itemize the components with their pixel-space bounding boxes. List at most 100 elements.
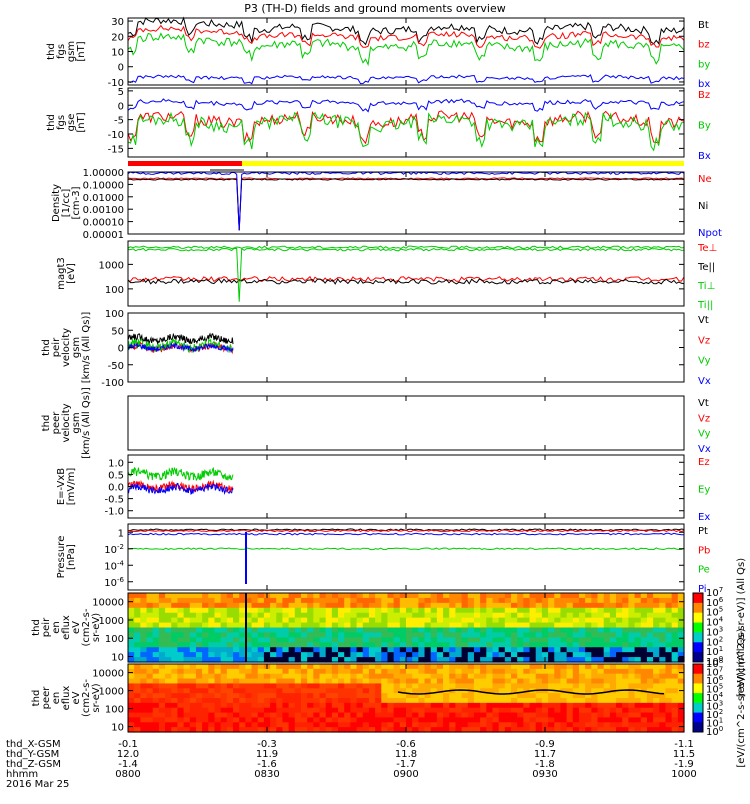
spectrogram-cell	[226, 712, 234, 719]
spectrogram-cell	[480, 693, 487, 699]
spectrogram-cell	[152, 678, 160, 685]
spectrogram-cell	[449, 637, 457, 643]
spectrogram-cell	[171, 593, 179, 599]
spectrogram-cell	[511, 612, 518, 619]
spectrogram-cell	[473, 727, 481, 733]
spectrogram-cell	[659, 597, 667, 604]
colorbar-segment	[693, 693, 703, 704]
spectrogram-cell	[195, 722, 203, 728]
spectrogram-cell	[671, 597, 679, 604]
spectrogram-cell	[659, 717, 667, 723]
y-axis-label: [km/s (All Qs)]	[81, 312, 92, 384]
spectrogram-cell	[245, 632, 253, 638]
legend-by: By	[698, 121, 711, 132]
spectrogram-cell	[251, 722, 259, 728]
spectrogram-cell	[239, 607, 246, 614]
spectrogram-cell	[554, 647, 562, 653]
y-axis-label: (cm2-s-	[81, 679, 92, 717]
spectrogram-cell	[653, 657, 660, 663]
spectrogram-cell	[517, 632, 524, 638]
spectrogram-cell	[560, 683, 568, 689]
spectrogram-cell	[541, 642, 549, 648]
spectrogram-cell	[220, 698, 228, 704]
spectrogram-cell	[511, 727, 518, 733]
spectrogram-cell	[597, 678, 605, 685]
spectrogram-cell	[338, 688, 345, 694]
spectrogram-cell	[424, 693, 432, 699]
spectrogram-cell	[356, 707, 364, 714]
spectrogram-cell	[424, 647, 432, 653]
spectrogram-cell	[473, 612, 481, 619]
spectrogram-cell	[356, 622, 364, 629]
spectrogram-cell	[183, 712, 191, 719]
spectrogram-cell	[504, 642, 512, 648]
spectrogram-cell	[418, 652, 426, 658]
spectrogram-cell	[239, 693, 246, 699]
spectrogram-cell	[214, 664, 222, 670]
spectrogram-cell	[634, 597, 642, 604]
spectrogram-cell	[628, 642, 636, 648]
spectrogram-cell	[578, 637, 586, 643]
spectrogram-cell	[245, 707, 253, 714]
spectrogram-cell	[412, 602, 419, 609]
spectrogram-cell	[529, 632, 537, 638]
spectrogram-cell	[152, 702, 160, 709]
spectrogram-cell	[263, 617, 271, 624]
spectrogram-cell	[171, 707, 179, 714]
spectrogram-cell	[585, 632, 592, 638]
spectrogram-cell	[443, 712, 450, 719]
spectrogram-cell	[233, 617, 240, 624]
spectrogram-cell	[616, 632, 623, 638]
spectrogram-cell	[356, 698, 364, 704]
spectrogram-cell	[436, 632, 444, 638]
spectrogram-cell	[399, 683, 407, 689]
spectrogram-cell	[362, 722, 370, 728]
spectrogram-cell	[628, 702, 636, 709]
spectrogram-cell	[195, 637, 203, 643]
spectrogram-cell	[276, 602, 284, 609]
spectrogram-cell	[480, 668, 487, 675]
spectrogram-cell	[177, 712, 185, 719]
spectrogram-cell	[375, 637, 382, 643]
spectrogram-cell	[263, 632, 271, 638]
spectrogram-cell	[282, 702, 290, 709]
spectrogram-cell	[146, 622, 154, 629]
spectrogram-cell	[257, 698, 265, 704]
spectrogram-cell	[634, 602, 642, 609]
spectrogram-cell	[603, 632, 611, 638]
spectrogram-cell	[622, 727, 629, 733]
spectrogram-cell	[158, 607, 166, 614]
spectrogram-cell	[504, 707, 512, 714]
spectrogram-cell	[560, 673, 568, 680]
spectrogram-cell	[578, 632, 586, 638]
spectrogram-cell	[529, 597, 537, 604]
spectrogram-cell	[245, 627, 253, 634]
spectrogram-cell	[270, 702, 277, 709]
spectrogram-cell	[202, 678, 209, 685]
spectrogram-cell	[146, 607, 154, 614]
spectrogram-cell	[152, 652, 160, 658]
spectrogram-cell	[529, 612, 537, 619]
spectrogram-cell	[677, 607, 685, 614]
spectrogram-cell	[195, 593, 203, 599]
spectrogram-cell	[461, 607, 469, 614]
spectrogram-cell	[566, 657, 574, 663]
spectrogram-cell	[393, 607, 401, 614]
spectrogram-cell	[331, 698, 339, 704]
spectrogram-cell	[480, 717, 487, 723]
spectrogram-cell	[220, 637, 228, 643]
spectrogram-cell	[325, 698, 333, 704]
spectrogram-cell	[245, 712, 253, 719]
spectrogram-cell	[498, 657, 506, 663]
y-tick-label: 10000	[92, 669, 124, 680]
spectrogram-cell	[387, 698, 395, 704]
spectrogram-cell	[128, 668, 135, 675]
spectrogram-cell	[313, 637, 321, 643]
spectrogram-cell	[449, 673, 457, 680]
spectrogram-cell	[128, 642, 135, 648]
spectrogram-cell	[288, 602, 296, 609]
spectrogram-cell	[511, 657, 518, 663]
series-line-by	[127, 32, 685, 67]
spectrogram-cell	[128, 678, 135, 685]
